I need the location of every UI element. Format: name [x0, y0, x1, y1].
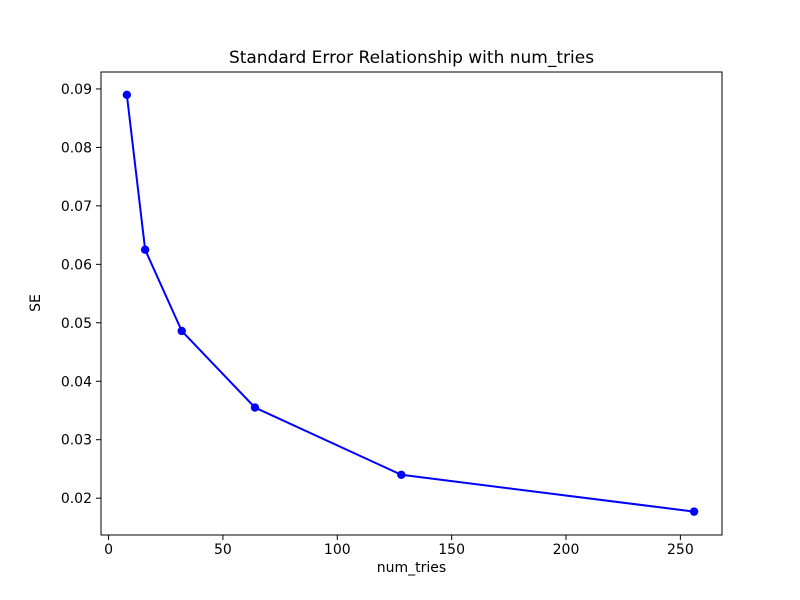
x-axis-label: num_tries: [376, 560, 447, 576]
chart-title: Standard Error Relationship with num_tri…: [228, 48, 595, 68]
y-tick-label: 0.04: [61, 374, 92, 390]
x-tick-label: 150: [438, 542, 465, 558]
x-tick-label: 200: [553, 542, 580, 558]
y-tick-label: 0.07: [61, 199, 92, 215]
data-point: [122, 90, 132, 99]
y-tick-label: 0.09: [61, 82, 92, 98]
y-tick-label: 0.08: [61, 140, 92, 156]
x-tick-label: 250: [667, 542, 694, 558]
axes-spines: [100, 71, 723, 536]
data-point: [689, 507, 699, 516]
data-point: [397, 470, 406, 479]
data-point: [177, 326, 186, 336]
x-tick-label: 0: [104, 542, 113, 558]
y-tick-label: 0.05: [61, 316, 92, 332]
y-tick-label: 0.06: [61, 257, 92, 273]
x-tick-label: 100: [324, 542, 351, 558]
data-point: [250, 403, 260, 412]
y-tick-label: 0.02: [61, 491, 92, 507]
x-tick-label: 50: [214, 542, 232, 558]
data-line: [125, 93, 696, 513]
y-tick-label: 0.03: [61, 433, 92, 449]
y-axis-label: SE: [28, 294, 44, 312]
data-point: [140, 245, 150, 254]
